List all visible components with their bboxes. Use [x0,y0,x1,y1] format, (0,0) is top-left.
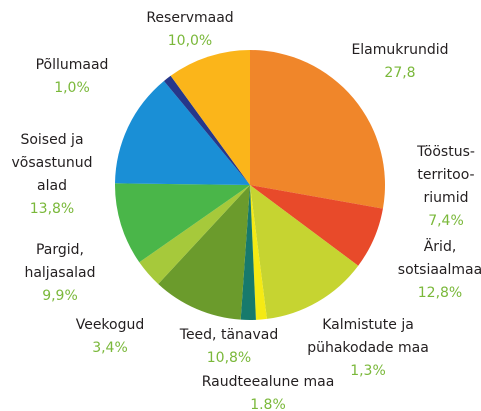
pie-slice [163,75,250,185]
value-label: 1,3% [350,363,386,379]
slice-label: Reservmaad [146,10,233,26]
pie-slice [158,185,250,320]
value-label: 3,4% [92,340,128,356]
pie-slice [250,185,359,319]
slice-label: haljasalad [24,265,95,281]
value-label: 13,8% [30,201,74,217]
slice-label: territoo- [417,167,474,183]
slice-label: Pargid, [36,242,84,258]
slice-label: Tööstus- [416,144,475,160]
pie-slice [139,185,250,284]
slice-label: võsastunud [11,155,92,171]
value-label: 7,4% [428,213,464,229]
slice-label: Raudteealune maa [202,374,335,390]
slice-label: alad [37,178,67,194]
slice-label: Teed, tänavad [179,327,278,343]
value-label: 10,0% [168,33,212,49]
pie-slice [250,185,383,266]
pie-slice [250,50,385,209]
value-label: 12,8% [418,285,462,301]
slice-label: Soised ja [20,132,83,148]
pie-slice [115,183,250,263]
pie-slice [250,185,267,320]
slice-label: pühakodade maa [307,340,429,356]
value-label: 1,0% [54,80,90,96]
pie-slice [115,80,251,185]
pie-slice [240,185,256,320]
slice-label: Veekogud [76,317,145,333]
slice-label: Kalmistute ja [322,317,414,333]
value-label: 10,8% [207,350,251,366]
slice-label: Elamukrundid [351,42,448,58]
value-label: 27,8 [384,65,415,81]
slice-label: Põllumaad [36,57,109,73]
slice-label: sotsiaalmaa [398,262,481,278]
slice-label: riumid [424,190,469,206]
slice-label: Ärid, [424,237,457,255]
value-label: 9,9% [42,288,78,304]
value-label: 1.8% [250,397,286,411]
pie-slice [170,50,250,185]
